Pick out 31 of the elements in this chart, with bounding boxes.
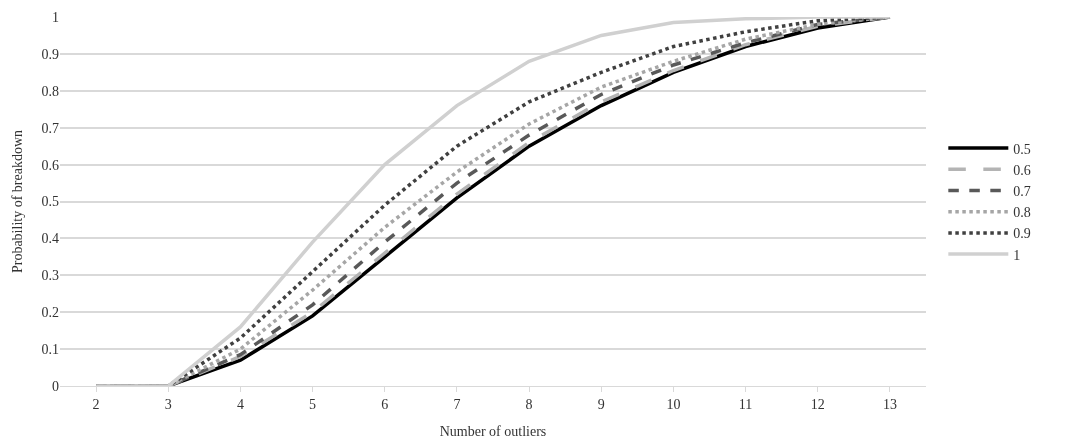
legend-label: 0.7 xyxy=(1013,183,1031,199)
y-tick-label: 0.2 xyxy=(41,305,59,321)
legend-label: 0.8 xyxy=(1013,205,1031,221)
x-tick-label: 11 xyxy=(738,396,753,412)
x-tick-label: 9 xyxy=(597,396,605,412)
x-tick-label: 8 xyxy=(525,396,533,412)
legend-label: 1 xyxy=(1013,247,1021,263)
x-tick-label: 4 xyxy=(236,396,244,412)
legend-label: 0.9 xyxy=(1013,226,1031,242)
x-tick-label: 13 xyxy=(882,396,897,412)
x-tick-label: 5 xyxy=(309,396,317,412)
y-tick-label: 0.1 xyxy=(41,342,59,357)
y-tick-label: 0.7 xyxy=(41,120,59,136)
y-tick-label: 0.5 xyxy=(41,194,59,210)
x-tick-label: 10 xyxy=(666,396,681,412)
x-axis-title: Number of outliers xyxy=(439,424,547,440)
legend-label: 0.5 xyxy=(1013,141,1031,157)
x-tick-label: 2 xyxy=(92,396,100,412)
x-tick-label: 7 xyxy=(453,396,461,412)
x-tick-label: 12 xyxy=(810,396,825,412)
y-tick-label: 0 xyxy=(52,378,59,394)
y-tick-label: 0.9 xyxy=(41,46,59,62)
y-tick-label: 0.8 xyxy=(41,83,59,99)
y-tick-label: 0.6 xyxy=(41,157,59,173)
y-axis-title: Probability of breakdown xyxy=(10,129,26,274)
legend-label: 0.6 xyxy=(1013,162,1031,178)
x-tick-label: 3 xyxy=(164,396,172,412)
y-tick-label: 0.4 xyxy=(41,231,59,247)
y-tick-label: 0.3 xyxy=(41,268,59,284)
x-tick-label: 6 xyxy=(381,396,389,412)
y-tick-label: 1 xyxy=(52,9,59,25)
